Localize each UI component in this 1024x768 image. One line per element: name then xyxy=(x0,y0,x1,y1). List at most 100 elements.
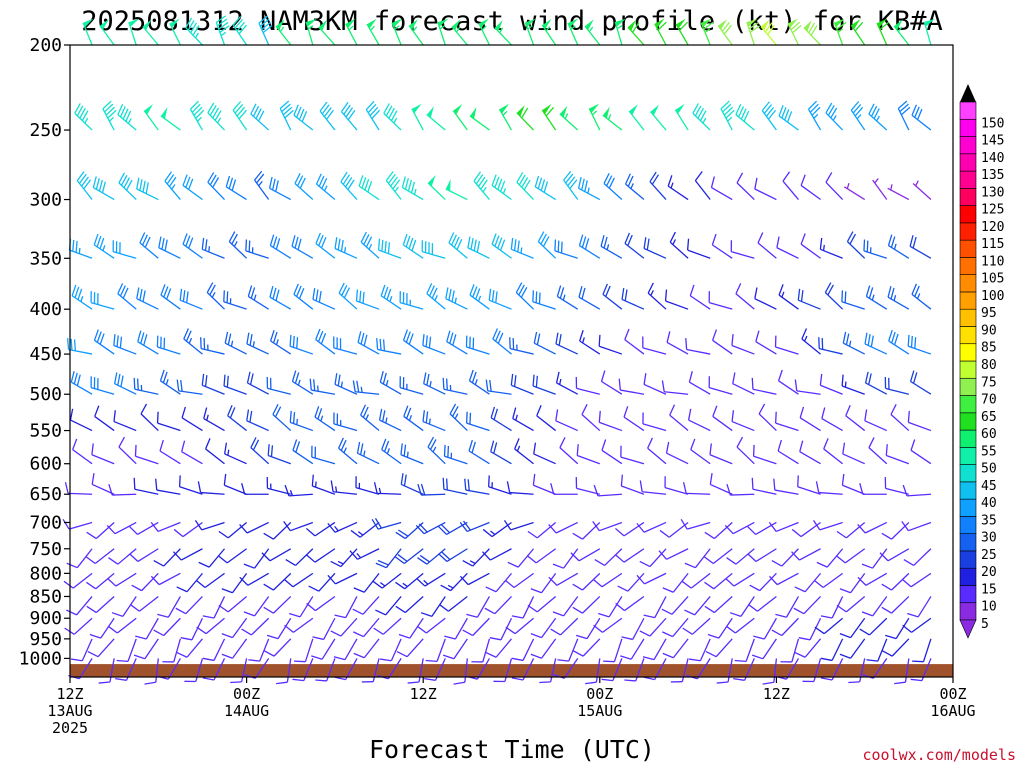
wind-barb xyxy=(194,519,225,531)
wind-barb xyxy=(90,291,115,310)
wind-barb xyxy=(133,638,159,660)
wind-barb xyxy=(907,596,932,618)
wind-barb xyxy=(684,548,711,569)
wind-barb xyxy=(375,548,402,569)
wind-barb xyxy=(153,548,181,567)
wind-barb xyxy=(712,405,733,432)
wind-barb xyxy=(511,596,535,619)
wind-barb xyxy=(136,287,159,310)
wind-barb xyxy=(794,572,822,593)
wind-barb xyxy=(537,231,557,259)
wind-barb xyxy=(221,572,248,594)
wind-barb xyxy=(201,373,225,395)
x-tick-label: 00Z xyxy=(586,685,613,703)
colorbar-label: 40 xyxy=(981,496,997,511)
colorbar-swatch xyxy=(959,516,977,534)
wind-barb xyxy=(654,18,667,46)
wind-barb xyxy=(572,638,601,657)
wind-barb xyxy=(563,170,579,200)
wind-barb xyxy=(686,238,711,259)
wind-barb xyxy=(482,521,512,538)
wind-barb xyxy=(598,334,623,355)
wind-barb xyxy=(674,103,689,131)
wind-barb xyxy=(172,548,203,561)
wind-barb xyxy=(459,520,490,533)
wind-barb xyxy=(492,328,512,355)
wind-barb xyxy=(725,617,755,634)
wind-barb xyxy=(577,177,601,201)
wind-barb xyxy=(911,283,932,310)
wind-barb xyxy=(684,596,711,616)
wind-barb xyxy=(128,18,140,46)
wind-barb xyxy=(797,475,821,495)
wind-barb xyxy=(133,477,159,495)
wind-barb xyxy=(408,19,424,46)
wind-barb xyxy=(909,370,932,395)
wind-barb xyxy=(266,477,291,495)
ground-surface xyxy=(70,664,953,677)
wind-barb xyxy=(791,521,821,538)
wind-barb xyxy=(471,638,491,663)
wind-barb xyxy=(482,548,512,561)
wind-barb xyxy=(550,483,578,495)
wind-barb xyxy=(736,172,755,201)
wind-barb xyxy=(160,284,181,310)
wind-barb xyxy=(377,238,402,259)
wind-barb xyxy=(857,521,888,534)
wind-barb xyxy=(592,572,623,588)
wind-barb xyxy=(911,104,932,131)
wind-barb xyxy=(485,572,512,593)
colorbar-label: 65 xyxy=(981,410,997,425)
wind-barb xyxy=(291,370,314,395)
wind-barb xyxy=(639,548,667,568)
y-tick-label: 350 xyxy=(29,248,62,269)
wind-barb xyxy=(400,473,424,495)
wind-barb xyxy=(859,617,888,636)
wind-barb xyxy=(87,638,115,658)
wind-barb xyxy=(312,288,336,310)
wind-barb xyxy=(890,404,910,432)
wind-barb xyxy=(731,334,755,355)
wind-barb xyxy=(117,283,137,310)
wind-barb xyxy=(857,572,888,586)
wind-barb xyxy=(708,376,733,395)
wind-barb xyxy=(232,16,248,46)
wind-barb xyxy=(156,411,181,432)
wind-barb xyxy=(773,478,799,495)
wind-barb xyxy=(223,290,247,310)
wind-barb xyxy=(861,596,888,617)
wind-barb xyxy=(844,183,866,201)
wind-barb xyxy=(661,380,689,395)
x-tick-label: 00Z xyxy=(939,685,966,703)
colorbar-label: 35 xyxy=(981,513,997,528)
wind-barb xyxy=(800,233,821,259)
wind-barb xyxy=(777,369,799,395)
wind-barb xyxy=(292,439,314,465)
wind-barb xyxy=(897,100,911,131)
colorbar-label: 10 xyxy=(981,600,997,615)
wind-barb xyxy=(647,437,667,465)
wind-barb xyxy=(510,373,534,395)
wind-barb xyxy=(442,638,468,660)
wind-barb xyxy=(910,439,932,465)
colorbar-label: 130 xyxy=(981,185,1004,200)
wind-barb xyxy=(116,638,137,663)
wind-barb xyxy=(850,18,866,46)
wind-barb xyxy=(202,658,226,681)
wind-barb xyxy=(667,175,689,201)
wind-barb xyxy=(417,483,446,496)
wind-barb xyxy=(524,18,536,46)
wind-barb xyxy=(576,444,601,465)
wind-barb xyxy=(269,285,292,310)
wind-barb xyxy=(498,103,513,131)
wind-barb xyxy=(315,173,336,201)
wind-barb xyxy=(243,548,270,569)
wind-barb xyxy=(771,548,799,567)
wind-barb xyxy=(357,331,380,355)
wind-barb xyxy=(74,103,93,131)
y-tick-label: 400 xyxy=(29,299,62,320)
wind-barb xyxy=(150,521,181,533)
wind-barb xyxy=(315,328,336,355)
colorbar-swatch xyxy=(959,308,977,327)
wind-barb xyxy=(70,371,93,395)
